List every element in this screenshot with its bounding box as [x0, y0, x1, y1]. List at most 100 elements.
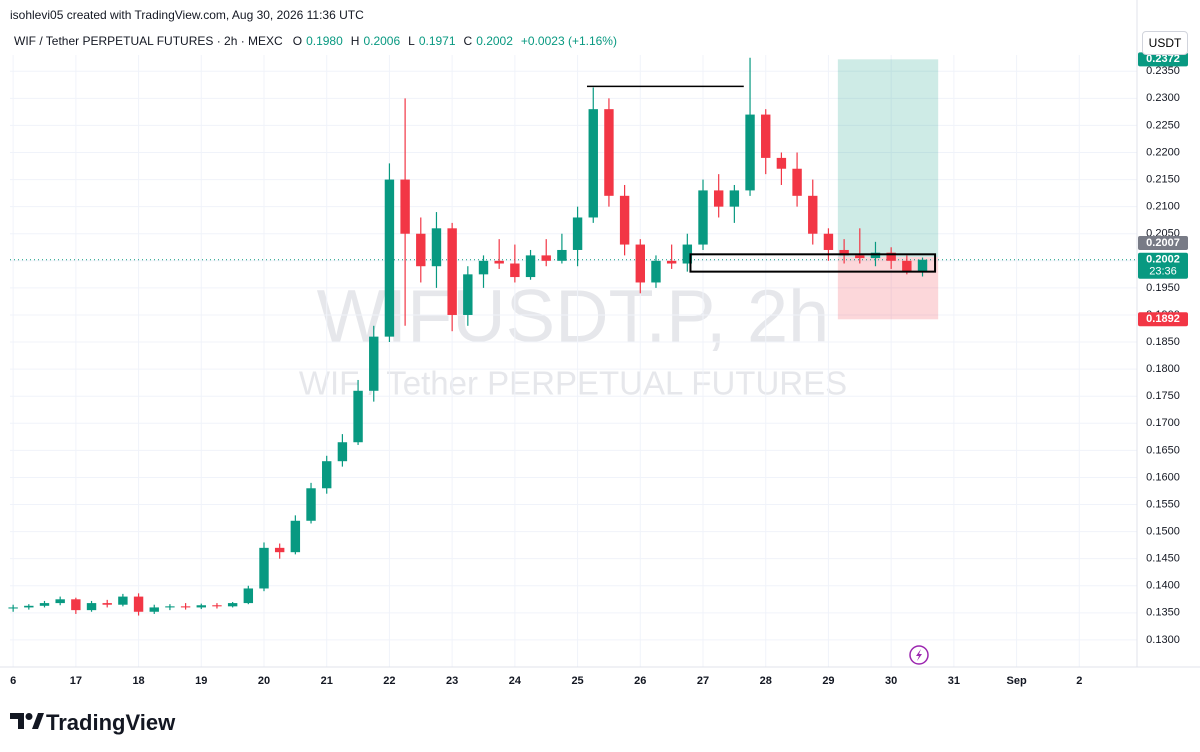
candle-body — [776, 157, 787, 169]
y-tick-label: 0.1600 — [1146, 471, 1180, 483]
candle-body — [572, 217, 583, 250]
candle-body — [729, 190, 740, 207]
x-tick-label: 27 — [697, 675, 709, 687]
candle-body — [855, 255, 865, 259]
x-tick-label: 18 — [132, 675, 144, 687]
candle-body — [369, 336, 379, 391]
credit: isohlevi05 created with TradingView.com,… — [10, 8, 364, 22]
candle-body — [588, 109, 598, 218]
candle-body — [384, 179, 395, 337]
candle-body — [557, 249, 567, 261]
currency-button[interactable]: USDT — [1142, 31, 1188, 55]
header-value: 0.1971 — [418, 34, 456, 48]
x-tick-label: 6 — [10, 675, 16, 687]
candle-body — [102, 603, 112, 605]
x-tick-label: 19 — [195, 675, 207, 687]
candle-body — [86, 603, 97, 611]
target-label-box — [1138, 52, 1188, 67]
candle-body — [400, 179, 410, 234]
y-tick-label: 0.2250 — [1146, 119, 1180, 131]
candle-body — [353, 390, 363, 443]
brand: TradingView — [46, 710, 176, 735]
candle-body — [227, 603, 238, 607]
y-tick-label: 0.1450 — [1146, 553, 1180, 565]
candle-body — [917, 259, 928, 272]
alert-icon-bolt — [916, 649, 922, 661]
countdown: 23:36 — [1149, 266, 1177, 278]
candle-body — [666, 260, 677, 264]
x-tick-label: 23 — [446, 675, 458, 687]
candle-body — [39, 603, 50, 606]
candle-body — [682, 244, 693, 264]
y-tick-label: 0.1300 — [1146, 634, 1180, 646]
y-tick-label: 0.2300 — [1146, 92, 1180, 104]
candle-body — [243, 588, 254, 604]
candle-body — [635, 244, 645, 283]
candle-body — [886, 252, 896, 261]
candle-body — [274, 547, 285, 553]
x-tick-label: 30 — [885, 675, 897, 687]
candle-body — [180, 606, 191, 608]
candle-body — [698, 190, 708, 245]
header-value: 0.2002 — [476, 34, 513, 48]
watermark-sub: WIF / Tether PERPETUAL FUTURES — [299, 365, 847, 402]
x-tick-label: 21 — [321, 675, 333, 687]
candle-body — [8, 607, 18, 609]
header-value: 0.2006 — [363, 34, 401, 48]
candle-body — [761, 114, 771, 158]
candle-body — [651, 260, 661, 283]
candle-body — [416, 233, 426, 267]
candle-body — [463, 274, 473, 315]
y-tick-label: 0.1950 — [1146, 282, 1180, 294]
alert-icon — [909, 645, 929, 665]
y-tick-label: 0.1650 — [1146, 444, 1180, 456]
profit-zone — [837, 59, 939, 258]
candle-body — [619, 195, 630, 245]
x-tick-label: 17 — [70, 675, 82, 687]
y-tick-label: 0.1550 — [1146, 498, 1180, 510]
symbol: WIF / Tether PERPETUAL FUTURES · 2h · ME… — [14, 34, 283, 48]
x-tick-label: 31 — [948, 675, 960, 687]
candle-body — [165, 606, 175, 608]
candle-body — [337, 442, 348, 462]
y-tick-label: 0.1700 — [1146, 417, 1180, 429]
candle-body — [24, 605, 34, 608]
x-tick-label: 26 — [634, 675, 646, 687]
y-tick-label: 0.2350 — [1146, 65, 1180, 77]
candle-body — [212, 605, 222, 607]
candle-body — [902, 260, 912, 272]
candle-body — [808, 195, 818, 234]
candle-body — [322, 461, 332, 489]
candle-body — [839, 249, 849, 256]
candle-body — [541, 255, 551, 261]
candle-body — [604, 109, 614, 196]
x-tick-label: 2 — [1076, 675, 1082, 687]
y-tick-label: 0.2100 — [1146, 201, 1180, 213]
candle-body — [510, 263, 520, 278]
stop-label: 0.1892 — [1146, 313, 1180, 325]
entry-label: 0.2007 — [1146, 237, 1180, 249]
y-tick-label: 0.1400 — [1146, 580, 1180, 592]
candle-body — [478, 260, 489, 275]
target-label: 0.2372 — [1146, 53, 1180, 65]
candle-body — [259, 547, 269, 589]
candle-body — [745, 114, 755, 191]
x-tick-label: 20 — [258, 675, 270, 687]
candle-body — [525, 255, 536, 278]
x-tick-label: 29 — [822, 675, 834, 687]
x-tick-label: 28 — [760, 675, 772, 687]
candle-body — [713, 190, 724, 207]
candle-body — [196, 605, 206, 608]
x-tick-label: 24 — [509, 675, 522, 687]
y-tick-label: 0.1500 — [1146, 526, 1180, 538]
candle-body — [823, 233, 834, 250]
candle-body — [870, 252, 881, 259]
candle-body — [494, 260, 504, 264]
y-tick-label: 0.1750 — [1146, 390, 1180, 402]
candle-body — [71, 599, 81, 611]
zone-box — [689, 253, 937, 273]
y-tick-label: 0.1850 — [1146, 336, 1180, 348]
candle-body — [55, 599, 65, 604]
candle-body — [431, 228, 442, 267]
